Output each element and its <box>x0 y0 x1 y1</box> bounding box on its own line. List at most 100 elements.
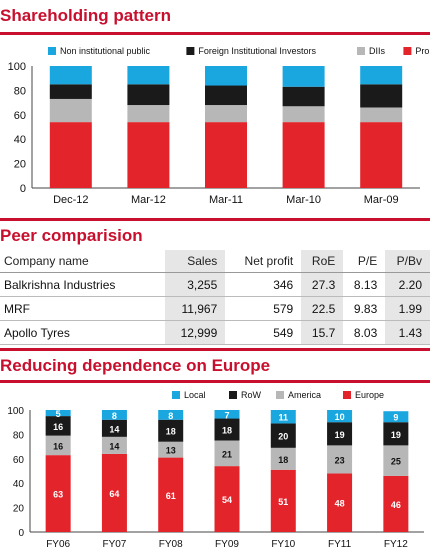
table-row: Balkrishna Industries 3,255 346 27.3 8.1… <box>0 272 430 297</box>
bar-segment-america-fy12 <box>383 445 409 476</box>
cell-pbv: 1.99 <box>385 296 430 321</box>
x-tick-label: FY08 <box>159 539 183 550</box>
bar-segment-local-fy07 <box>101 410 127 420</box>
col-header-net-profit: Net profit <box>225 250 302 273</box>
col-header-roe: RoE <box>301 250 344 273</box>
y-tick-label: 20 <box>13 504 25 515</box>
x-tick-label: Mar-12 <box>131 194 166 206</box>
bar-segment-non-institutional-public-mar-12 <box>127 66 170 85</box>
x-tick-label: FY11 <box>328 539 352 550</box>
data-label: 16 <box>53 422 63 432</box>
bar-segment-foreign-institutional-investors-mar-10 <box>282 86 325 107</box>
legend-label-promoter: Promoter <box>415 46 430 56</box>
legend-label-america: America <box>288 390 321 400</box>
cell-company: Apollo Tyres <box>0 320 166 345</box>
section-title-europe: Reducing dependence on Europe <box>0 356 271 375</box>
legend-swatch-promoter <box>403 47 412 55</box>
cell-pe: 8.03 <box>343 320 386 345</box>
bar-segment-diis-mar-11 <box>205 105 247 123</box>
data-label: 21 <box>222 449 232 459</box>
data-label: 18 <box>222 426 232 436</box>
bar-segment-europe-fy09 <box>214 466 240 532</box>
data-label: 10 <box>335 412 345 422</box>
y-tick-label: 40 <box>14 134 26 146</box>
bar-segment-foreign-institutional-investors-mar-11 <box>205 85 247 106</box>
bar-segment-diis-mar-09 <box>360 107 403 123</box>
bar-segment-promoter-dec-12 <box>49 122 92 188</box>
legend: Non institutional public Foreign Institut… <box>48 46 430 56</box>
bar-segment-local-fy12 <box>383 411 409 423</box>
legend-swatch-row <box>229 391 237 399</box>
data-label: 7 <box>224 410 229 420</box>
y-tick-label: 100 <box>8 61 26 73</box>
bar-segment-local-fy08 <box>158 410 184 420</box>
y-tick-label: 0 <box>20 183 26 195</box>
cell-pbv: 1.43 <box>385 320 430 345</box>
legend-swatch-local <box>172 391 180 399</box>
bar-segment-europe-fy10 <box>270 469 296 532</box>
section-rule <box>0 380 430 383</box>
bar-segment-non-institutional-public-mar-11 <box>205 66 247 86</box>
legend-swatch-foreign-institutional-investors <box>186 47 195 55</box>
legend-label-foreign-institutional-investors: Foreign Institutional Investors <box>198 46 316 56</box>
col-header-sales: Sales <box>165 250 226 273</box>
data-label: 19 <box>335 430 345 440</box>
bar-segment-row-fy08 <box>158 419 184 442</box>
data-label: 46 <box>391 500 401 510</box>
bar-segment-local-fy10 <box>270 410 296 424</box>
col-header-pbv: P/Bv <box>385 250 430 273</box>
y-tick-label: 80 <box>13 430 25 441</box>
legend-swatch-europe <box>343 391 351 399</box>
bar-segment-row-fy07 <box>101 419 127 437</box>
legend-label-row: RoW <box>241 390 262 400</box>
bar-segment-promoter-mar-10 <box>282 122 325 188</box>
data-label: 18 <box>278 455 288 465</box>
data-label: 18 <box>166 427 176 437</box>
bar-segment-europe-fy11 <box>327 473 353 532</box>
legend-swatch-non-institutional-public <box>48 47 56 55</box>
bar-segment-america-fy08 <box>158 441 184 458</box>
bar-segment-foreign-institutional-investors-mar-12 <box>127 84 170 106</box>
data-label: 16 <box>53 441 63 451</box>
legend-label-non-institutional-public: Non institutional public <box>60 46 151 56</box>
bar-segment-europe-fy12 <box>383 475 409 532</box>
legend-swatch-america <box>276 391 284 399</box>
y-tick-label: 100 <box>7 406 24 417</box>
bar-segment-local-fy09 <box>214 410 240 419</box>
x-tick-label: FY10 <box>271 539 295 550</box>
section-rule <box>0 348 430 351</box>
cell-company: MRF <box>0 296 166 321</box>
col-header-company: Company name <box>0 250 166 273</box>
bar-segment-row-fy10 <box>270 423 296 448</box>
data-label: 8 <box>168 411 173 421</box>
data-label: 20 <box>278 432 288 442</box>
bar-segment-europe-fy08 <box>158 457 184 532</box>
table-row: MRF 11,967 579 22.5 9.83 1.99 <box>0 296 430 321</box>
data-label: 63 <box>53 490 63 500</box>
data-label: 9 <box>393 413 398 423</box>
data-label: 8 <box>112 411 117 421</box>
section-rule <box>0 32 430 35</box>
bar-segment-america-fy11 <box>327 445 353 474</box>
data-label: 14 <box>109 441 119 451</box>
x-tick-label: FY06 <box>46 539 70 550</box>
y-tick-label: 20 <box>14 159 26 171</box>
bar-segment-america-fy09 <box>214 440 240 467</box>
data-label: 51 <box>278 497 288 507</box>
data-label: 61 <box>166 491 176 501</box>
cell-net-profit: 346 <box>225 272 302 297</box>
bar-segment-non-institutional-public-dec-12 <box>49 66 92 85</box>
section-rule <box>0 218 430 221</box>
cell-roe: 27.3 <box>301 272 344 297</box>
shareholding-chart: 0 20 40 60 80 100 Non institutional public Fore… <box>8 46 430 206</box>
y-tick-label: 0 <box>18 528 24 539</box>
col-header-pe: P/E <box>343 250 386 273</box>
bar-segment-promoter-mar-12 <box>127 122 170 188</box>
section-title-peer: Peer comparision <box>0 226 143 245</box>
cell-sales: 3,255 <box>165 272 226 297</box>
y-tick-label: 40 <box>13 479 25 490</box>
cell-pe: 8.13 <box>343 272 386 297</box>
table-row: Apollo Tyres 12,999 549 15.7 8.03 1.43 <box>0 320 430 345</box>
x-tick-label: Mar-09 <box>364 194 399 206</box>
